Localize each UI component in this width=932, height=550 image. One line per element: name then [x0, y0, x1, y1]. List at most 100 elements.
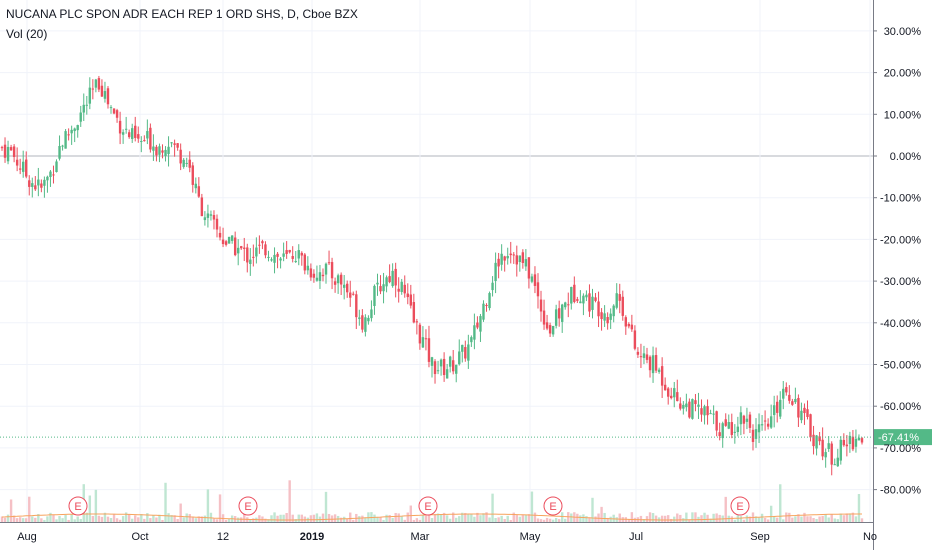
volume-bar: [455, 517, 458, 522]
volume-bar: [3, 517, 7, 522]
volume-bar: [0, 516, 4, 522]
volume-bar: [506, 515, 509, 522]
candle-body: [28, 180, 31, 187]
volume-bar: [188, 514, 191, 522]
candle-body: [0, 147, 4, 149]
earnings-marker[interactable]: E: [418, 496, 438, 516]
candle-body: [579, 301, 582, 304]
volume-bar: [724, 496, 727, 522]
y-tick-label: -10.00%: [880, 193, 921, 205]
volume-bar: [361, 515, 364, 522]
candle-body: [694, 400, 697, 405]
volume-bar: [121, 516, 125, 522]
candle-body: [224, 241, 228, 245]
candle-body: [236, 247, 240, 254]
candle-body: [412, 302, 416, 323]
candle-body: [636, 351, 640, 355]
candle-body: [34, 185, 37, 190]
volume-bar: [400, 516, 403, 522]
candle-body: [152, 146, 155, 151]
volume-bar: [451, 512, 455, 522]
volume-bar: [806, 516, 809, 522]
volume-bar: [830, 514, 833, 522]
candle-body: [455, 364, 458, 374]
earnings-marker[interactable]: E: [68, 496, 88, 516]
volume-bar: [197, 516, 201, 522]
candle-body: [3, 144, 7, 158]
candle-body: [582, 295, 585, 304]
volume-indicator-label[interactable]: Vol (20): [6, 27, 48, 41]
volume-bar: [137, 517, 140, 522]
candle-body: [509, 253, 512, 256]
volume-bar: [673, 516, 676, 522]
volume-bar: [64, 515, 67, 522]
candle-body: [291, 256, 294, 259]
volume-bar: [748, 516, 752, 522]
candle-body: [433, 361, 437, 375]
volume-bar: [776, 517, 779, 522]
earnings-marker-circle: [418, 496, 438, 516]
volume-bar: [685, 512, 688, 522]
candle-body: [739, 412, 743, 425]
volume-bar: [833, 518, 836, 522]
volume-bar: [700, 515, 703, 522]
volume-bar: [346, 518, 349, 522]
earnings-marker[interactable]: E: [543, 496, 563, 516]
candle-body: [249, 259, 252, 265]
candle-body: [591, 296, 594, 310]
candle-body: [800, 410, 803, 421]
volume-bar: [491, 493, 494, 522]
earnings-marker[interactable]: E: [730, 496, 750, 516]
candle-body: [470, 337, 473, 343]
candle-body: [561, 304, 564, 322]
volume-bar: [285, 513, 288, 522]
candle-body: [548, 325, 552, 334]
volume-bar: [591, 497, 594, 522]
earnings-marker[interactable]: E: [238, 496, 258, 516]
candle-body: [624, 317, 628, 327]
volume-bar: [194, 518, 198, 522]
candle-body: [73, 128, 76, 132]
volume-bar: [170, 515, 173, 522]
volume-bar: [118, 519, 122, 522]
candle-body: [654, 355, 658, 371]
candle-body: [554, 309, 558, 326]
volume-bar: [794, 516, 797, 522]
volume-bar: [512, 512, 515, 522]
volume-bar: [579, 515, 582, 522]
volume-bar: [476, 512, 479, 522]
volume-bar: [112, 514, 116, 522]
candle-body: [173, 143, 176, 145]
candle-body: [88, 87, 92, 104]
y-tick-label: -70.00%: [880, 443, 921, 455]
volume-bar: [376, 517, 379, 522]
volume-bar: [470, 513, 473, 522]
volume-bar: [15, 518, 19, 522]
volume-bar: [533, 512, 537, 522]
volume-bar: [267, 519, 270, 522]
candle-body: [355, 294, 358, 318]
volume-bar: [518, 516, 522, 522]
candle-body: [18, 168, 22, 170]
volume-bar: [694, 512, 697, 522]
y-tick-label: -80.00%: [880, 485, 921, 497]
candle-body: [361, 315, 364, 330]
candle-body: [212, 215, 216, 220]
candle-body: [615, 293, 618, 308]
volume-bar: [309, 515, 313, 522]
volume-bar: [21, 518, 25, 522]
candle-body: [757, 424, 761, 433]
volume-bar: [818, 516, 821, 522]
candle-body: [349, 292, 352, 298]
volume-bar: [745, 515, 749, 522]
volume-bar: [676, 513, 679, 522]
volume-bar: [821, 515, 824, 522]
volume-bar: [742, 519, 746, 522]
earnings-marker-label: E: [74, 501, 81, 513]
candle-body: [663, 384, 667, 391]
candle-body: [270, 259, 273, 261]
volume-bar: [40, 518, 43, 522]
candle-body: [21, 161, 25, 172]
volume-bar: [158, 514, 161, 522]
